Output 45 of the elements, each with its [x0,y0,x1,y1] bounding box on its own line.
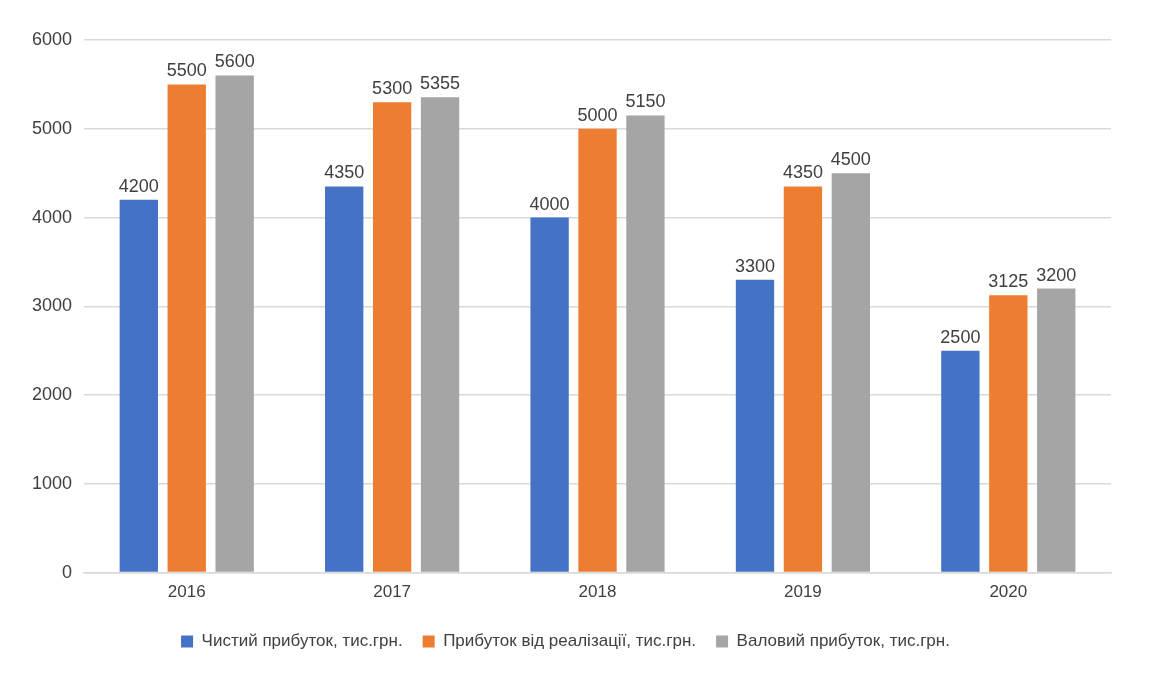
legend-label: Валовий прибуток, тис.грн. [736,631,950,651]
data-label: 4000 [529,193,570,214]
bar [626,115,665,572]
x-tick-label: 2017 [373,582,412,602]
data-label: 2500 [940,326,981,347]
data-label: 3125 [988,271,1029,292]
y-tick-label: 1000 [32,472,73,493]
bar [372,102,412,572]
y-tick-label: 2000 [32,384,73,405]
x-tick-label: 2020 [989,582,1028,602]
bar [578,128,617,572]
data-label: 3300 [734,255,776,276]
y-tick-label: 0 [62,561,73,582]
bar [941,350,980,572]
x-tick-label: 2016 [167,582,206,602]
bar [831,173,871,572]
bar [1037,288,1076,572]
legend-label: Прибуток від реалізації, тис.грн. [443,631,697,651]
legend-label: Чистий прибуток, тис.грн. [201,631,403,651]
data-label: 5500 [166,60,207,81]
bar [989,295,1028,572]
data-label: 4350 [782,162,823,183]
x-tick-label: 2018 [578,582,617,602]
bar [325,186,364,572]
bar [215,75,254,572]
bar [735,279,775,572]
x-tick-label: 2019 [784,582,822,602]
bar [420,97,460,572]
data-label: 5600 [214,51,255,72]
data-label: 4200 [118,175,159,196]
bar [119,199,158,572]
bar [167,84,206,572]
y-tick-label: 6000 [32,28,73,49]
data-label: 3200 [1036,264,1077,285]
y-tick-label: 5000 [32,117,73,138]
data-label: 4350 [324,162,365,183]
data-label: 4500 [830,149,871,170]
bar [783,186,823,572]
data-label: 5300 [372,78,413,99]
data-label: 5150 [625,91,666,112]
y-tick-label: 4000 [32,206,73,227]
data-label: 5000 [577,104,618,125]
data-label: 5355 [420,73,461,94]
bar [530,217,569,572]
y-tick-label: 3000 [32,295,73,316]
